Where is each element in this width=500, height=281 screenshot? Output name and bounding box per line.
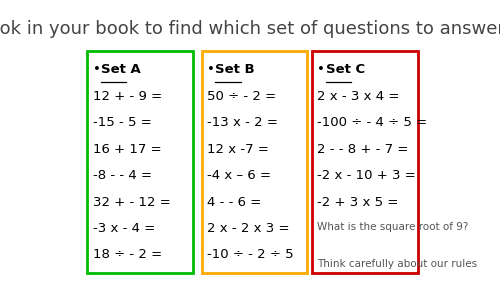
Text: Set A: Set A (101, 63, 141, 76)
Text: 12 + - 9 =: 12 + - 9 = (92, 90, 162, 103)
Text: -100 ÷ - 4 ÷ 5 =: -100 ÷ - 4 ÷ 5 = (318, 116, 428, 129)
Text: -13 x - 2 =: -13 x - 2 = (207, 116, 278, 129)
Text: What is the square root of 9?: What is the square root of 9? (318, 222, 469, 232)
Text: Look in your book to find which set of questions to answer...: Look in your book to find which set of q… (0, 20, 500, 38)
Text: -10 ÷ - 2 ÷ 5: -10 ÷ - 2 ÷ 5 (207, 248, 294, 261)
Text: 2 x - 2 x 3 =: 2 x - 2 x 3 = (207, 222, 289, 235)
FancyBboxPatch shape (312, 51, 418, 273)
Text: -4 x – 6 =: -4 x – 6 = (207, 169, 271, 182)
FancyBboxPatch shape (88, 51, 193, 273)
FancyBboxPatch shape (202, 51, 307, 273)
Text: 32 + - 12 =: 32 + - 12 = (92, 196, 170, 209)
Text: 12 x -7 =: 12 x -7 = (207, 143, 268, 156)
Text: 16 + 17 =: 16 + 17 = (92, 143, 161, 156)
Text: -15 - 5 =: -15 - 5 = (92, 116, 152, 129)
Text: •: • (207, 63, 214, 76)
Text: •: • (92, 63, 100, 76)
Text: -3 x - 4 =: -3 x - 4 = (92, 222, 155, 235)
Text: Think carefully about our rules: Think carefully about our rules (318, 259, 478, 269)
Text: 50 ÷ - 2 =: 50 ÷ - 2 = (207, 90, 276, 103)
Text: -8 - - 4 =: -8 - - 4 = (92, 169, 152, 182)
Text: Set B: Set B (216, 63, 255, 76)
Text: -2 x - 10 + 3 =: -2 x - 10 + 3 = (318, 169, 416, 182)
Text: 2 - - 8 + - 7 =: 2 - - 8 + - 7 = (318, 143, 409, 156)
Text: 18 ÷ - 2 =: 18 ÷ - 2 = (92, 248, 162, 261)
Text: •: • (318, 63, 326, 76)
Text: Set C: Set C (326, 63, 365, 76)
Text: -2 + 3 x 5 =: -2 + 3 x 5 = (318, 196, 399, 209)
Text: 2 x - 3 x 4 =: 2 x - 3 x 4 = (318, 90, 400, 103)
Text: 4 - - 6 =: 4 - - 6 = (207, 196, 261, 209)
